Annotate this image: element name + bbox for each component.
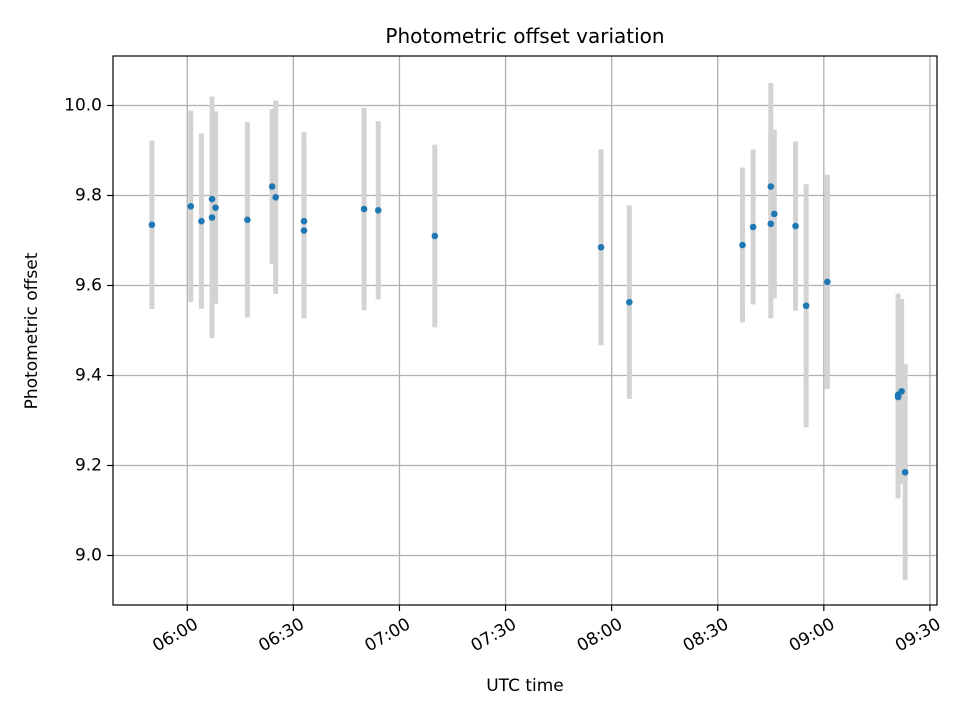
chart-title: Photometric offset variation xyxy=(385,24,664,48)
data-point xyxy=(739,241,746,249)
data-point xyxy=(268,183,276,190)
y-tick-label: 9.4 xyxy=(75,366,102,386)
data-point xyxy=(802,302,810,310)
data-point xyxy=(212,204,219,211)
y-axis-label: Photometric offset xyxy=(22,252,42,409)
y-tick-label: 10.0 xyxy=(64,96,102,116)
data-point xyxy=(208,214,216,221)
data-point xyxy=(360,205,368,213)
data-point xyxy=(771,210,778,218)
data-point xyxy=(187,203,195,210)
x-axis-label: UTC time xyxy=(486,676,564,696)
data-point xyxy=(148,221,156,229)
data-point xyxy=(749,223,757,231)
data-point xyxy=(824,278,831,286)
y-tick-label: 9.6 xyxy=(75,276,102,296)
y-tick-label: 9.2 xyxy=(75,456,102,476)
y-tick-label: 9.0 xyxy=(75,546,102,566)
y-tick-label: 9.8 xyxy=(75,186,102,206)
data-point xyxy=(597,243,605,251)
plot-area-frame xyxy=(112,55,938,606)
data-point xyxy=(767,220,775,228)
data-point xyxy=(300,227,308,234)
data-point xyxy=(208,195,216,203)
data-point xyxy=(374,207,382,214)
data-point xyxy=(792,222,799,230)
data-point xyxy=(898,387,905,395)
data-point xyxy=(244,216,251,224)
data-point xyxy=(300,217,308,225)
data-points xyxy=(148,183,909,476)
grid xyxy=(113,56,937,605)
data-point xyxy=(901,468,909,476)
data-point xyxy=(198,217,205,225)
data-point xyxy=(431,232,439,240)
data-point xyxy=(767,183,775,190)
data-point xyxy=(626,298,633,306)
data-point xyxy=(272,194,279,201)
